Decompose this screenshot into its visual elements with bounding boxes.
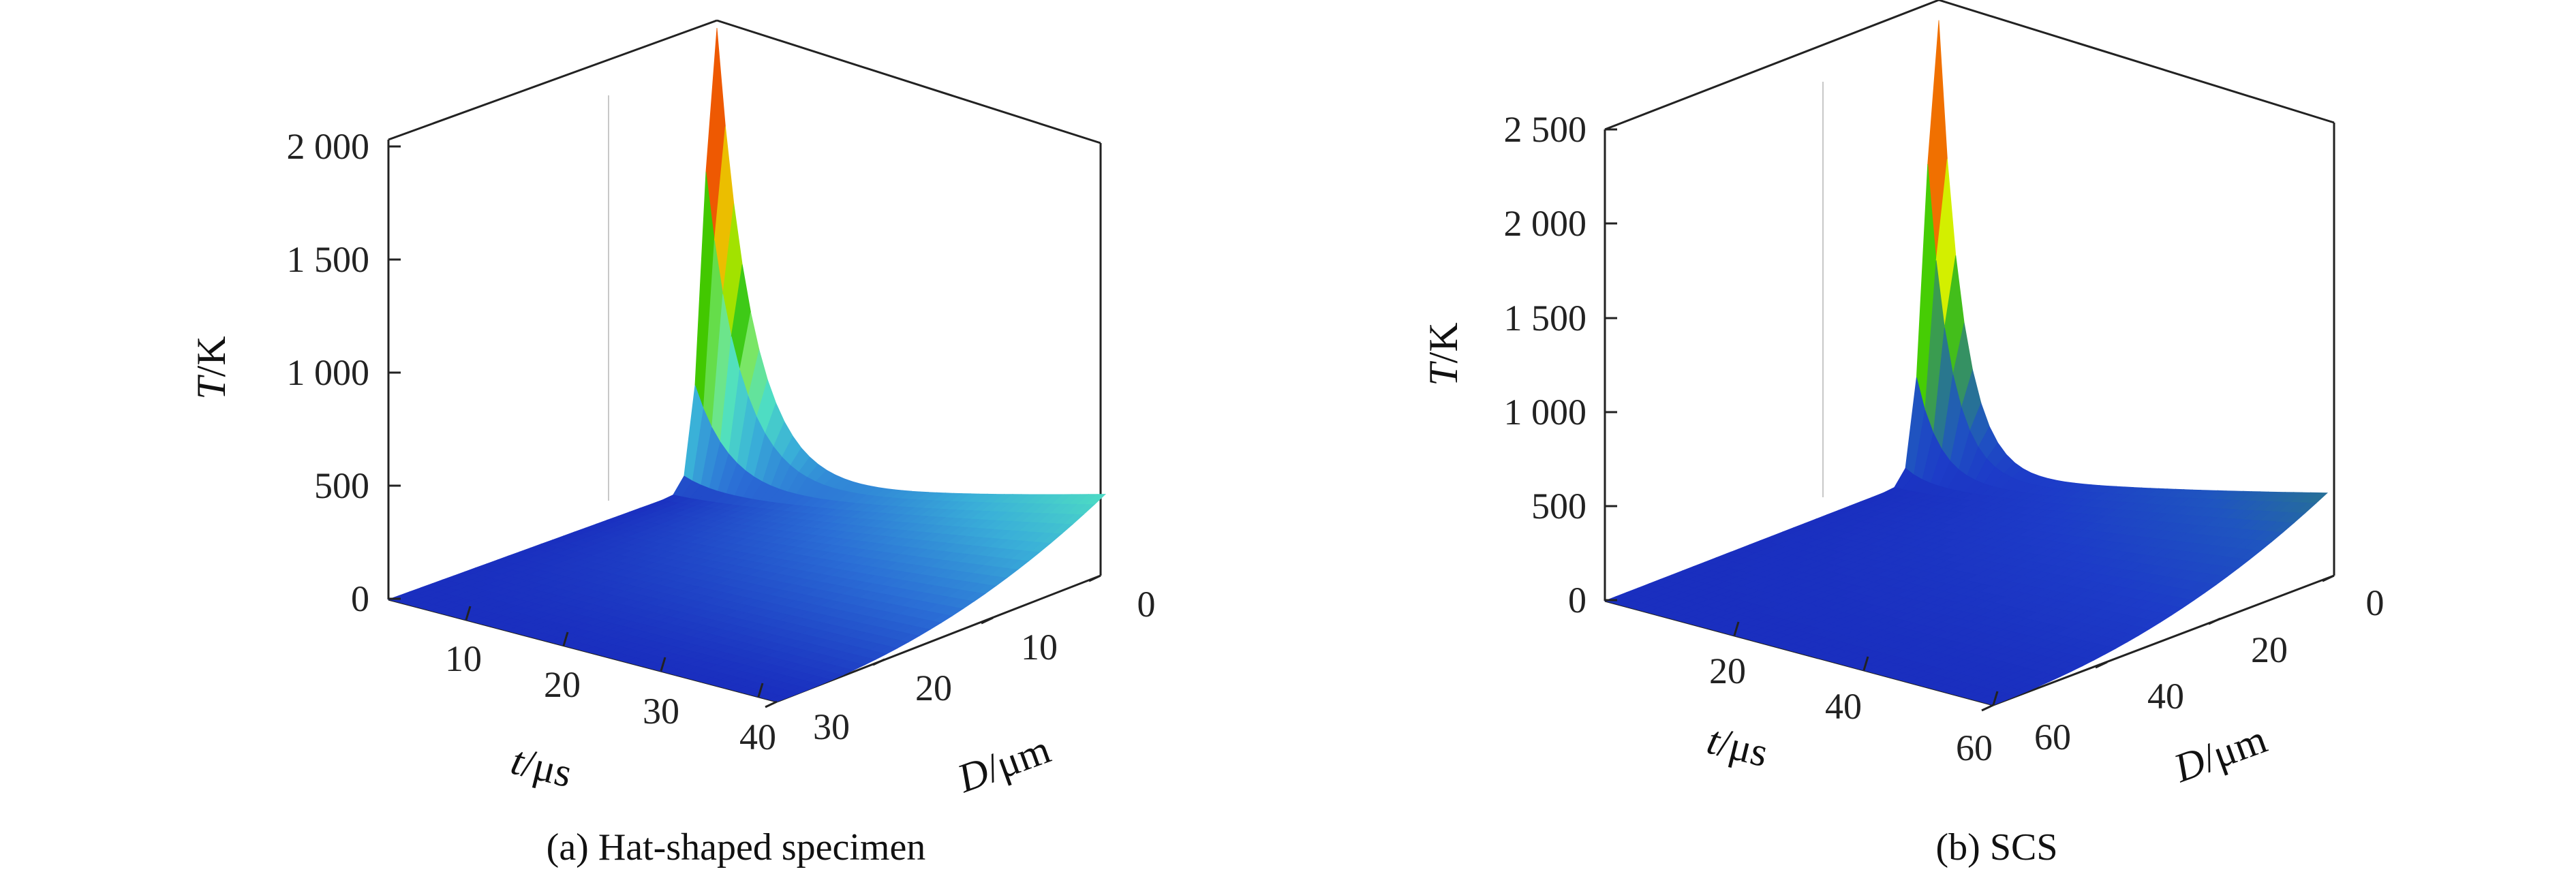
x-tick-label: 30 xyxy=(643,691,679,732)
panel-b-y-axis-label: D/μm xyxy=(2168,716,2273,791)
panel-b-x-axis-label: t/μs xyxy=(1703,717,1773,776)
z-tick-label: 1 500 xyxy=(287,239,370,280)
y-tick-label: 0 xyxy=(2366,582,2385,623)
panel-a-x-axis-label: t/μs xyxy=(507,738,577,796)
panel-a-y-ticks: 0 10 20 30 xyxy=(765,574,1156,747)
y-tick-label: 30 xyxy=(813,706,850,747)
z-tick-label: 0 xyxy=(1568,580,1586,621)
panel-a-caption: (a) Hat-shaped specimen xyxy=(547,826,926,869)
y-tick-label: 20 xyxy=(2251,629,2288,670)
panel-b: 2 500 2 000 1 500 1 000 500 0 20 40 60 0… xyxy=(1421,0,2385,869)
panel-b-z-ticks: 2 500 2 000 1 500 1 000 500 0 xyxy=(1504,109,1617,621)
panel-a: 2 000 1 500 1 000 500 0 10 20 30 40 0 10… xyxy=(189,19,1156,869)
z-tick-label: 0 xyxy=(351,578,369,619)
y-tick-label: 60 xyxy=(2034,717,2071,757)
y-tick-label: 40 xyxy=(2147,676,2184,717)
x-tick-label: 10 xyxy=(445,638,482,679)
panel-b-x-ticks: 20 40 60 xyxy=(1709,621,1999,768)
x-tick-label: 20 xyxy=(544,664,581,705)
panel-b-surface xyxy=(1604,20,2329,706)
panel-b-y-ticks: 0 20 40 60 xyxy=(1981,574,2385,757)
y-tick-label: 0 xyxy=(1137,584,1156,625)
x-tick-label: 60 xyxy=(1956,728,1993,768)
surface-patch xyxy=(767,695,789,702)
z-tick-label: 1 000 xyxy=(287,352,370,393)
x-tick-label: 20 xyxy=(1709,651,1746,691)
y-tick-label: 20 xyxy=(915,668,952,708)
z-tick-label: 2 500 xyxy=(1504,109,1587,150)
panel-a-z-axis-label: T/K xyxy=(189,336,234,399)
panel-b-z-axis-label: T/K xyxy=(1421,322,1466,386)
panel-a-y-axis-label: D/μm xyxy=(951,726,1056,801)
z-tick-label: 500 xyxy=(314,465,369,506)
z-tick-label: 1 000 xyxy=(1504,392,1587,433)
z-tick-label: 500 xyxy=(1531,486,1586,527)
panel-a-z-ticks: 2 000 1 500 1 000 500 0 xyxy=(287,126,401,619)
z-tick-label: 2 000 xyxy=(287,126,370,167)
z-tick-label: 1 500 xyxy=(1504,298,1587,339)
x-tick-label: 40 xyxy=(739,717,776,757)
panel-a-x-ticks: 10 20 30 40 xyxy=(445,606,776,757)
y-tick-label: 10 xyxy=(1021,627,1058,668)
x-tick-label: 40 xyxy=(1825,686,1862,727)
panel-b-caption: (b) SCS xyxy=(1936,826,2058,869)
z-tick-label: 2 000 xyxy=(1504,203,1587,244)
panel-a-surface xyxy=(387,27,1107,702)
